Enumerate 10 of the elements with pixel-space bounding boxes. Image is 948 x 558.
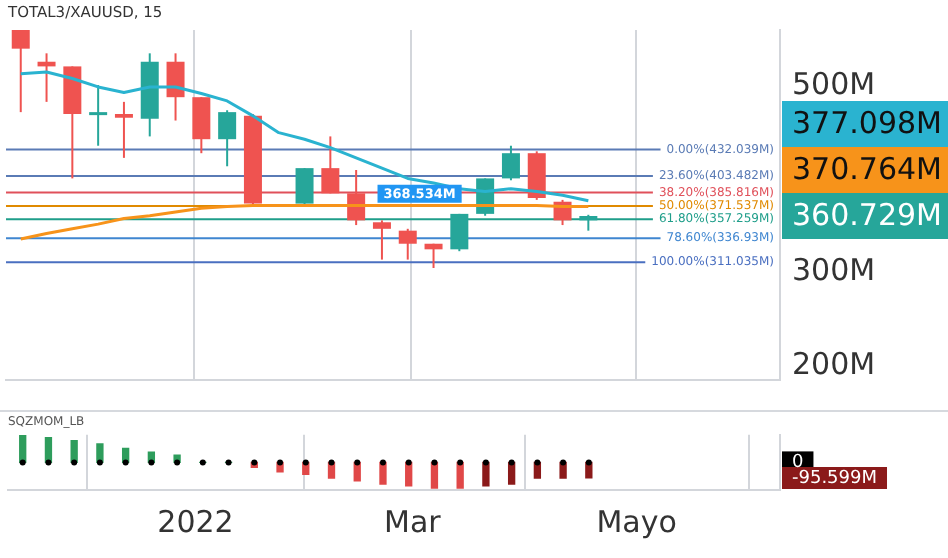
y-tick-label: -95.599M xyxy=(792,468,878,489)
text: 370.764M xyxy=(792,150,942,187)
y-tick-label: 200M xyxy=(792,345,876,382)
text: 377.098M xyxy=(792,104,942,141)
y-tick-label: 500M xyxy=(792,65,876,102)
text: 360.729M xyxy=(792,196,942,233)
x-tick-label: 2022 xyxy=(157,503,234,540)
x-tick-label: Mar xyxy=(384,503,443,540)
x-tick-label: Mayo xyxy=(596,503,677,540)
y-tick-label: 300M xyxy=(792,252,876,289)
